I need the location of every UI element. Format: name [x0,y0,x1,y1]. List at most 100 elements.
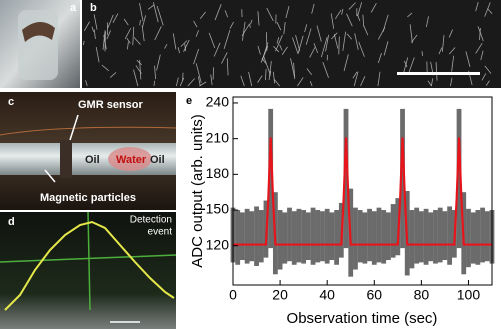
fiber [465,51,471,67]
fiber [221,52,228,64]
sensor [60,140,72,178]
x-tick-label: 100 [457,287,481,303]
raw-signal [249,211,255,262]
raw-signal [418,211,424,263]
fiber [263,55,271,74]
fiber [266,7,274,22]
raw-signal [367,208,372,262]
fiber [281,46,288,55]
fiber [409,24,413,44]
fiber [210,74,213,85]
fiber [450,77,453,87]
fiber [292,37,299,54]
fiber [109,72,117,78]
fiber [363,25,369,36]
fiber [177,47,181,54]
raw-signal [357,210,363,263]
raw-signal [442,211,448,261]
fiber [257,45,261,55]
fiber [242,21,246,41]
fiber [195,63,202,83]
fiber [430,78,434,87]
raw-signal [301,210,307,264]
raw-signal [437,207,443,263]
fiber [481,73,487,81]
fiber [175,77,179,87]
fiber [451,55,455,72]
fiber [268,61,272,81]
fiber [179,77,185,87]
panel-label: a [70,2,77,14]
fiber [276,37,280,44]
fiber [154,26,162,41]
raw-signal [414,207,420,264]
x-tick-label: 60 [366,287,382,303]
x-tick-label: 0 [229,287,237,303]
raw-signal [310,207,316,265]
panel-e: e Observation time (sec) ADC output (arb… [186,94,495,327]
fiber [123,18,129,26]
fiber [153,80,156,87]
raw-signal [320,211,325,262]
raw-signal [268,108,274,249]
raw-signal [296,208,302,263]
raw-signal [381,210,387,264]
raw-signal [480,207,485,263]
fiber [438,47,443,55]
y-axis-label: ADC output (arb. units) [189,114,206,267]
raw-signal [235,210,241,265]
fiber [229,21,234,29]
fiber [383,41,389,56]
raw-signal [390,204,396,258]
fiber [272,71,275,84]
fiber [139,19,141,26]
raw-signal [258,210,264,263]
fiber [276,21,282,31]
fiber [343,54,349,72]
raw-signal [291,211,297,265]
raw-signal [456,108,462,249]
fiber [487,8,493,15]
fiber [126,38,131,44]
fiber [142,15,147,28]
fiber [248,23,251,28]
arrow [44,169,56,183]
fiber [195,30,199,37]
fiber [353,71,359,87]
panel-c: c GMR sensor Oil Water Oil Magnetic part… [0,92,177,210]
fiber [139,2,144,21]
fiber [352,71,358,79]
water-plug [108,147,152,171]
raw-signal [466,208,471,268]
fiber [132,26,135,46]
fiber [257,75,263,83]
fiber [106,30,111,40]
fiber [313,43,319,53]
tube [18,10,58,80]
fiber [193,48,200,65]
fiber [139,59,142,80]
fiber [269,71,272,77]
fiber [293,62,296,80]
y-tick-label: 210 [206,129,230,145]
fiber [306,68,313,76]
fiber [346,33,353,40]
fiber [342,31,347,51]
fiber [102,30,106,50]
fiber [370,2,377,13]
fiber [214,4,222,21]
raw-signal [315,210,321,263]
fiber [358,41,365,57]
fiber [93,29,96,40]
fiber [297,35,304,55]
fiber [290,58,295,77]
fiber [425,16,429,28]
fit-line [233,137,492,246]
fiber [484,2,491,17]
fiber [101,64,110,72]
fiber [333,34,339,49]
fiber [362,14,365,27]
fiber [354,33,359,50]
raw-signal [287,207,292,262]
raw-signal [470,212,476,264]
